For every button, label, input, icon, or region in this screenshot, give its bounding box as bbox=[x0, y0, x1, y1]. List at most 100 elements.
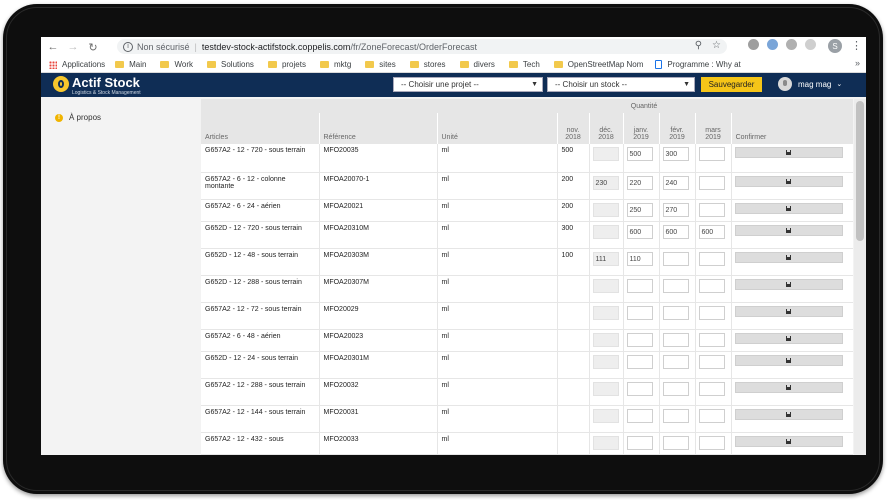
forward-icon[interactable]: → bbox=[67, 41, 79, 53]
bookmark-projets[interactable]: projets bbox=[267, 60, 306, 69]
quantity-input-jan[interactable] bbox=[626, 381, 653, 396]
quantity-input-jan[interactable] bbox=[626, 278, 653, 293]
quantity-input-mar[interactable] bbox=[698, 175, 725, 190]
sidebar-item-about[interactable]: ! À propos bbox=[55, 113, 101, 122]
cell-feb bbox=[659, 432, 696, 455]
quantity-input-jan[interactable]: 600 bbox=[626, 224, 653, 239]
table-row: G652D - 12 - 48 - sous terrain MFOA20303M… bbox=[201, 248, 853, 276]
screen: ← → ↻ i Non sécurisé | testdev-stock-act… bbox=[41, 37, 866, 455]
cell-dec bbox=[589, 199, 624, 222]
cell-nov bbox=[557, 432, 590, 455]
confirm-button[interactable] bbox=[734, 354, 843, 366]
bookmark-star-icon[interactable]: ☆ bbox=[712, 40, 721, 51]
confirm-button[interactable] bbox=[734, 332, 843, 344]
quantity-input-jan[interactable] bbox=[626, 408, 653, 423]
cell-unit: ml bbox=[437, 248, 558, 276]
stock-select[interactable]: -- Choisir un stock -- ▼ bbox=[547, 77, 695, 92]
confirm-button[interactable] bbox=[734, 278, 843, 290]
bookmark-sites[interactable]: sites bbox=[365, 60, 396, 69]
quantity-input-mar[interactable] bbox=[698, 408, 725, 423]
folder-icon bbox=[207, 61, 217, 68]
scrollbar-thumb[interactable] bbox=[856, 101, 864, 241]
confirm-button[interactable] bbox=[734, 381, 843, 393]
confirm-button[interactable] bbox=[734, 175, 843, 187]
cell-dec bbox=[589, 275, 624, 303]
save-button[interactable]: Sauvegarder bbox=[701, 77, 762, 92]
user-menu[interactable]: mag mag ⌄ bbox=[778, 77, 842, 91]
confirm-button[interactable] bbox=[734, 305, 843, 317]
bookmark-divers[interactable]: divers bbox=[459, 60, 495, 69]
confirm-button[interactable] bbox=[734, 251, 843, 263]
quantity-input-dec bbox=[592, 332, 619, 347]
quantity-input-mar[interactable] bbox=[698, 435, 725, 450]
extension-1-icon[interactable] bbox=[748, 39, 759, 50]
bookmark-label: Applications bbox=[62, 60, 106, 69]
extension-2-icon[interactable] bbox=[767, 39, 778, 50]
bookmark-tech[interactable]: Tech bbox=[508, 60, 540, 69]
quantity-input-mar[interactable] bbox=[698, 354, 725, 369]
quantity-input-feb[interactable]: 270 bbox=[662, 202, 689, 217]
quantity-input-mar[interactable] bbox=[698, 147, 725, 161]
bookmark-main[interactable]: Main bbox=[115, 60, 146, 69]
bookmarks-more-icon[interactable]: » bbox=[854, 58, 860, 68]
quantity-input-mar[interactable] bbox=[698, 251, 725, 266]
confirm-button[interactable] bbox=[734, 224, 843, 236]
extension-4-icon[interactable] bbox=[805, 39, 816, 50]
bookmark-label: sites bbox=[379, 60, 396, 69]
quantity-input-jan[interactable] bbox=[626, 435, 653, 450]
quantity-input-feb[interactable]: 600 bbox=[662, 224, 689, 239]
back-icon[interactable]: ← bbox=[47, 41, 59, 53]
bookmark-openstreetmap[interactable]: OpenStreetMap Nom bbox=[553, 60, 643, 69]
confirm-button[interactable] bbox=[734, 408, 843, 420]
bookmark-work[interactable]: Work bbox=[160, 60, 193, 69]
info-icon[interactable]: i bbox=[123, 41, 133, 52]
quantity-input-mar[interactable] bbox=[698, 332, 725, 347]
bookmark-mktg[interactable]: mktg bbox=[319, 60, 351, 69]
browser-menu-icon[interactable]: ⋮ bbox=[851, 40, 862, 52]
quantity-input-jan[interactable] bbox=[626, 332, 653, 347]
quantity-input-jan[interactable]: 220 bbox=[626, 175, 653, 190]
quantity-input-jan[interactable]: 500 bbox=[626, 147, 653, 161]
quantity-input-feb[interactable]: 300 bbox=[662, 147, 689, 161]
bookmark-programme[interactable]: Programme : Why at bbox=[655, 60, 741, 69]
quantity-input-mar[interactable] bbox=[698, 305, 725, 320]
quantity-input-mar[interactable] bbox=[698, 202, 725, 217]
address-bar[interactable]: i Non sécurisé | testdev-stock-actifstoc… bbox=[117, 39, 727, 54]
quantity-input-jan[interactable]: 250 bbox=[626, 202, 653, 217]
quantity-input-feb[interactable]: 240 bbox=[662, 175, 689, 190]
quantity-input-feb[interactable] bbox=[662, 408, 689, 423]
quantity-input-feb[interactable] bbox=[662, 305, 689, 320]
confirm-button[interactable] bbox=[734, 147, 843, 158]
quantity-input-mar[interactable]: 600 bbox=[698, 224, 725, 239]
confirm-button[interactable] bbox=[734, 202, 843, 214]
bookmark-stores[interactable]: stores bbox=[409, 60, 446, 69]
quantity-input-feb[interactable] bbox=[662, 332, 689, 347]
quantity-input-feb[interactable] bbox=[662, 381, 689, 396]
bookmark-applications[interactable]: Applications bbox=[49, 60, 105, 69]
bookmark-solutions[interactable]: Solutions bbox=[207, 60, 254, 69]
cell-dec: 230 bbox=[589, 172, 624, 200]
cell-article: G652D - 12 - 288 - sous terrain bbox=[201, 275, 320, 303]
quantity-input-mar[interactable] bbox=[698, 278, 725, 293]
cell-confirm bbox=[731, 199, 853, 222]
quantity-input-feb[interactable] bbox=[662, 278, 689, 293]
quantity-input-feb[interactable] bbox=[662, 435, 689, 450]
quantity-input-jan[interactable]: 110 bbox=[626, 251, 653, 266]
reload-icon[interactable]: ↻ bbox=[88, 41, 98, 54]
profile-avatar[interactable]: S bbox=[828, 39, 842, 53]
confirm-button[interactable] bbox=[734, 435, 843, 447]
quantity-input-feb[interactable] bbox=[662, 354, 689, 369]
cell-nov bbox=[557, 275, 590, 303]
cell-dec bbox=[589, 378, 624, 406]
project-select[interactable]: -- Choisir une projet -- ▼ bbox=[393, 77, 543, 92]
app-logo[interactable]: Actif Stock Logistics & Stock Management bbox=[53, 76, 141, 96]
quantity-input-feb[interactable] bbox=[662, 251, 689, 266]
col-header-feb: févr. 2019 bbox=[659, 113, 696, 144]
user-name: mag mag bbox=[798, 79, 832, 89]
page-scrollbar[interactable] bbox=[854, 99, 866, 455]
zoom-icon[interactable]: ⚲ bbox=[694, 40, 703, 51]
quantity-input-mar[interactable] bbox=[698, 381, 725, 396]
extension-3-icon[interactable] bbox=[786, 39, 797, 50]
quantity-input-jan[interactable] bbox=[626, 305, 653, 320]
quantity-input-jan[interactable] bbox=[626, 354, 653, 369]
